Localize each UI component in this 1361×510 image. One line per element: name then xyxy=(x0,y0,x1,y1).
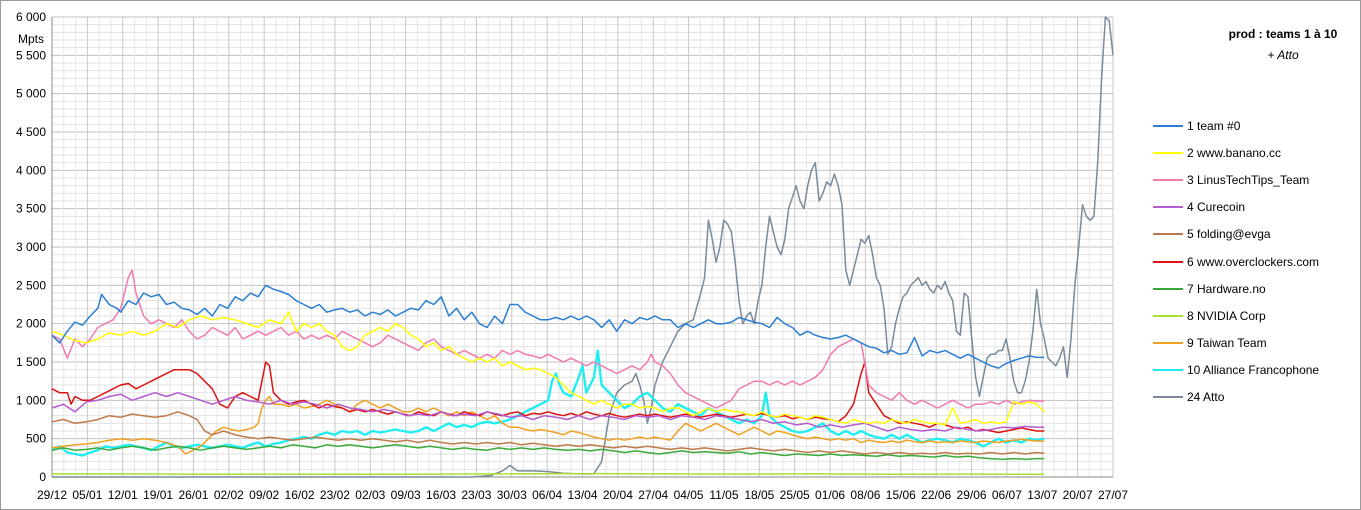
legend-label: 3 LinusTechTips_Team xyxy=(1187,172,1310,187)
x-tick-label: 04/05 xyxy=(674,488,704,502)
legend-swatch xyxy=(1153,233,1183,236)
series-line xyxy=(51,444,1045,461)
legend-swatch xyxy=(1153,178,1183,181)
legend-label: 6 www.overclockers.com xyxy=(1187,254,1320,269)
series-line xyxy=(51,269,1045,409)
chart-subtitle: + Atto xyxy=(1267,48,1299,62)
x-tick-label: 15/06 xyxy=(886,488,916,502)
legend-swatch xyxy=(1153,314,1183,317)
y-tick-label: 500 xyxy=(26,432,46,446)
legend-label: 5 folding@evga xyxy=(1187,227,1271,242)
series-line xyxy=(51,311,1045,426)
series-line xyxy=(51,284,1045,369)
legend-item: 10 Alliance Francophone xyxy=(1153,357,1319,384)
series-lines xyxy=(51,16,1114,478)
y-tick-label: 3 000 xyxy=(16,240,46,254)
y-tick-label: 4 500 xyxy=(16,125,46,139)
x-tick-label: 09/03 xyxy=(391,488,421,502)
x-tick-label: 08/06 xyxy=(850,488,880,502)
legend-swatch xyxy=(1153,124,1183,127)
x-tick-label: 09/02 xyxy=(249,488,279,502)
x-tick-label: 11/05 xyxy=(709,488,738,502)
legend-swatch xyxy=(1153,206,1183,209)
x-tick-label: 23/03 xyxy=(461,488,491,502)
legend-label: 10 Alliance Francophone xyxy=(1187,363,1320,378)
x-tick-label: 06/04 xyxy=(532,488,562,502)
legend-item: 2 www.banano.cc xyxy=(1153,139,1319,166)
legend-item: 3 LinusTechTips_Team xyxy=(1153,166,1319,193)
y-tick-label: 3 500 xyxy=(16,202,46,216)
legend-swatch xyxy=(1153,396,1183,399)
x-tick-label: 13/04 xyxy=(567,488,597,502)
series-line xyxy=(52,472,1045,476)
legend-item: 1 team #0 xyxy=(1153,112,1319,139)
x-tick-label: 27/07 xyxy=(1098,488,1128,502)
x-tick-label: 29/06 xyxy=(957,488,987,502)
series-line xyxy=(51,411,1045,455)
legend-label: 7 Hardware.no xyxy=(1187,281,1266,296)
grid xyxy=(51,16,1114,478)
series-line xyxy=(52,16,1114,478)
x-tick-label: 01/06 xyxy=(815,488,845,502)
chart-title: prod : teams 1 à 10 xyxy=(1228,27,1338,41)
x-tick-label: 26/01 xyxy=(178,488,208,502)
legend-label: 4 Curecoin xyxy=(1187,200,1246,215)
x-tick-label: 29/12 xyxy=(37,488,67,502)
series-line xyxy=(51,349,1045,457)
x-tick-label: 16/02 xyxy=(285,488,315,502)
legend-label: 24 Atto xyxy=(1187,390,1225,405)
x-tick-label: 19/01 xyxy=(143,488,173,502)
x-tick-label: 02/03 xyxy=(355,488,385,502)
legend-swatch xyxy=(1153,342,1183,345)
y-axis-label: Mpts xyxy=(18,32,44,46)
x-tick-labels: 29/12 05/01 12/01 19/01 26/01 02/02 09/02 16/02… xyxy=(37,488,1128,502)
legend-swatch xyxy=(1153,151,1183,154)
x-tick-label: 20/07 xyxy=(1063,488,1093,502)
y-tick-label: 6 000 xyxy=(16,10,46,24)
y-tick-label: 5 000 xyxy=(16,87,46,101)
legend-label: 2 www.banano.cc xyxy=(1187,145,1282,160)
x-tick-label: 18/05 xyxy=(744,488,774,502)
x-tick-label: 27/04 xyxy=(638,488,668,502)
x-tick-label: 25/05 xyxy=(780,488,810,502)
x-tick-label: 05/01 xyxy=(72,488,102,502)
y-tick-label: 5 500 xyxy=(16,48,46,62)
x-tick-label: 06/07 xyxy=(992,488,1022,502)
y-tick-labels: 0 500 1 000 1 500 2 000 2 500 3 000 3 500 4 000 4… xyxy=(16,10,46,484)
legend-label: 1 team #0 xyxy=(1187,118,1241,133)
x-tick-label: 16/03 xyxy=(426,488,456,502)
x-tick-label: 30/03 xyxy=(497,488,527,502)
legend-swatch xyxy=(1153,287,1183,290)
x-tick-label: 22/06 xyxy=(921,488,951,502)
legend-item: 4 Curecoin xyxy=(1153,194,1319,221)
legend-label: 9 Taiwan Team xyxy=(1187,336,1267,351)
legend-swatch xyxy=(1153,260,1183,263)
y-tick-label: 2 500 xyxy=(16,278,46,292)
x-tick-label: 12/01 xyxy=(108,488,138,502)
x-tick-label: 20/04 xyxy=(603,488,633,502)
x-tick-label: 13/07 xyxy=(1027,488,1057,502)
y-tick-label: 2 000 xyxy=(16,317,46,331)
legend-item: 6 www.overclockers.com xyxy=(1153,248,1319,275)
legend-item: 9 Taiwan Team xyxy=(1153,330,1319,357)
series-line xyxy=(51,395,1045,455)
series-line xyxy=(51,391,1045,432)
legend-item: 8 NVIDIA Corp xyxy=(1153,302,1319,329)
x-tick-label: 02/02 xyxy=(214,488,244,502)
legend-item: 24 Atto xyxy=(1153,384,1319,411)
legend: 1 team #0 2 www.banano.cc 3 LinusTechTips_… xyxy=(1153,112,1319,411)
y-tick-label: 0 xyxy=(39,470,46,484)
legend-label: 8 NVIDIA Corp xyxy=(1187,308,1266,323)
series-line xyxy=(51,361,1045,434)
legend-item: 5 folding@evga xyxy=(1153,221,1319,248)
y-tick-label: 4 000 xyxy=(16,163,46,177)
x-tick-label: 23/02 xyxy=(320,488,350,502)
legend-swatch xyxy=(1153,369,1183,372)
y-tick-label: 1 500 xyxy=(16,355,46,369)
y-tick-label: 1 000 xyxy=(16,393,46,407)
legend-item: 7 Hardware.no xyxy=(1153,275,1319,302)
